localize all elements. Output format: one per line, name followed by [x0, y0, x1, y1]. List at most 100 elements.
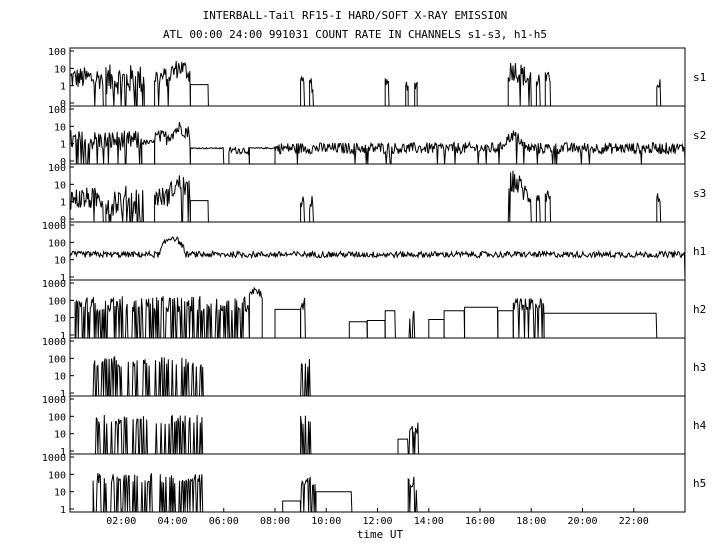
series-h5 [300, 476, 317, 513]
y-tick-label: 10 [54, 64, 66, 75]
y-tick-label: 100 [48, 354, 66, 365]
series-h1 [69, 236, 686, 281]
series-s2 [69, 129, 143, 165]
panel-label: s3 [693, 187, 706, 200]
panel-label: s2 [693, 129, 706, 142]
series-s2 [274, 130, 686, 165]
series-s2 [189, 146, 225, 165]
y-tick-label: 1000 [42, 279, 66, 290]
series-s1 [69, 67, 104, 107]
panel-label: h1 [693, 245, 706, 258]
series-h2 [300, 297, 306, 339]
series-s3 [544, 190, 551, 223]
panel-h2: h2 1000 100 10 1 [42, 279, 706, 342]
series-h5 [282, 500, 302, 513]
series-h5 [315, 491, 353, 513]
series-h2 [384, 310, 396, 339]
y-tick-label: 1000 [42, 395, 66, 406]
y-tick-label: 100 [48, 470, 66, 481]
x-tick-label: 12:00 [362, 516, 392, 527]
series-s3 [189, 200, 209, 223]
series-h2 [497, 310, 514, 339]
series-s1 [300, 75, 305, 107]
series-s2 [154, 121, 191, 165]
series-s1 [154, 60, 191, 107]
panel-frame [69, 395, 686, 455]
series-h2 [366, 320, 386, 339]
y-tick-label: 10 [54, 180, 66, 191]
panel-h4: h4 1000 100 10 1 [42, 395, 707, 458]
x-tick-label: 10:00 [311, 516, 341, 527]
y-tick-label: 1 [60, 389, 66, 400]
series-s3 [535, 195, 541, 223]
y-tick-label: 1 [60, 505, 66, 516]
series-s1 [535, 74, 541, 107]
y-tick-label: 10 [54, 256, 66, 267]
series-s3 [300, 196, 305, 223]
series-s3 [507, 170, 532, 223]
series-s1 [656, 79, 662, 107]
y-tick-label: 10 [54, 372, 66, 383]
x-tick-label: 04:00 [157, 516, 187, 527]
panel-frame [69, 105, 686, 165]
series-h2 [543, 312, 658, 339]
series-h3 [300, 358, 311, 397]
y-tick-label: 10 [54, 314, 66, 325]
series-s3 [309, 195, 314, 223]
y-tick-label: 100 [48, 163, 66, 174]
y-tick-label: 100 [48, 296, 66, 307]
y-tick-label: 1 [60, 273, 66, 284]
x-axis-label: time UT [357, 528, 404, 541]
series-s1 [309, 78, 314, 107]
y-tick-label: 100 [48, 238, 66, 249]
series-s2 [248, 146, 276, 164]
panel-label: h2 [693, 303, 706, 316]
series-h2 [348, 321, 368, 339]
series-s3 [69, 187, 104, 223]
series-s3 [154, 175, 191, 223]
series-s1 [544, 71, 551, 107]
x-tick-label: 20:00 [567, 516, 597, 527]
figure-subtitle: ATL 00:00 24:00 991031 COUNT RATE IN CHA… [163, 28, 547, 41]
y-tick-label: 1000 [42, 453, 66, 464]
y-tick-label: 10 [54, 122, 66, 133]
x-tick-label: 18:00 [516, 516, 546, 527]
series-h4 [93, 414, 204, 455]
series-s1 [384, 78, 390, 107]
series-h5 [407, 476, 419, 513]
panels-group: s11001010s21001010s31001010h11000100101h… [42, 47, 707, 516]
panel-label: h3 [693, 361, 706, 374]
series-s3 [656, 193, 662, 223]
panel-label: h5 [693, 477, 706, 490]
series-h4 [300, 415, 312, 455]
series-s1 [414, 81, 418, 107]
series-h4 [397, 438, 409, 455]
series-h2 [74, 296, 250, 339]
panel-frame [69, 279, 686, 339]
panel-label: s1 [693, 71, 706, 84]
series-s2 [141, 139, 156, 164]
x-tick-label: 16:00 [465, 516, 495, 527]
panel-h1: h1 1000 100 10 1 [42, 221, 706, 284]
series-s1 [189, 84, 209, 107]
series-h2 [248, 286, 263, 338]
series-h5 [92, 473, 204, 513]
y-tick-label: 100 [48, 105, 66, 116]
y-tick-label: 10 [54, 488, 66, 499]
y-tick-label: 100 [48, 412, 66, 423]
panel-frame [69, 221, 686, 281]
series-s3 [105, 185, 145, 223]
series-h2 [274, 308, 302, 338]
series-h2 [464, 306, 499, 339]
series-h2 [408, 310, 416, 339]
series-h2 [443, 310, 466, 339]
y-tick-label: 1 [60, 447, 66, 458]
y-tick-label: 10 [54, 430, 66, 441]
x-tick-label: 06:00 [209, 516, 239, 527]
y-tick-label: 0 [60, 215, 66, 226]
y-tick-label: 0 [60, 157, 66, 168]
y-tick-label: 100 [48, 47, 66, 58]
